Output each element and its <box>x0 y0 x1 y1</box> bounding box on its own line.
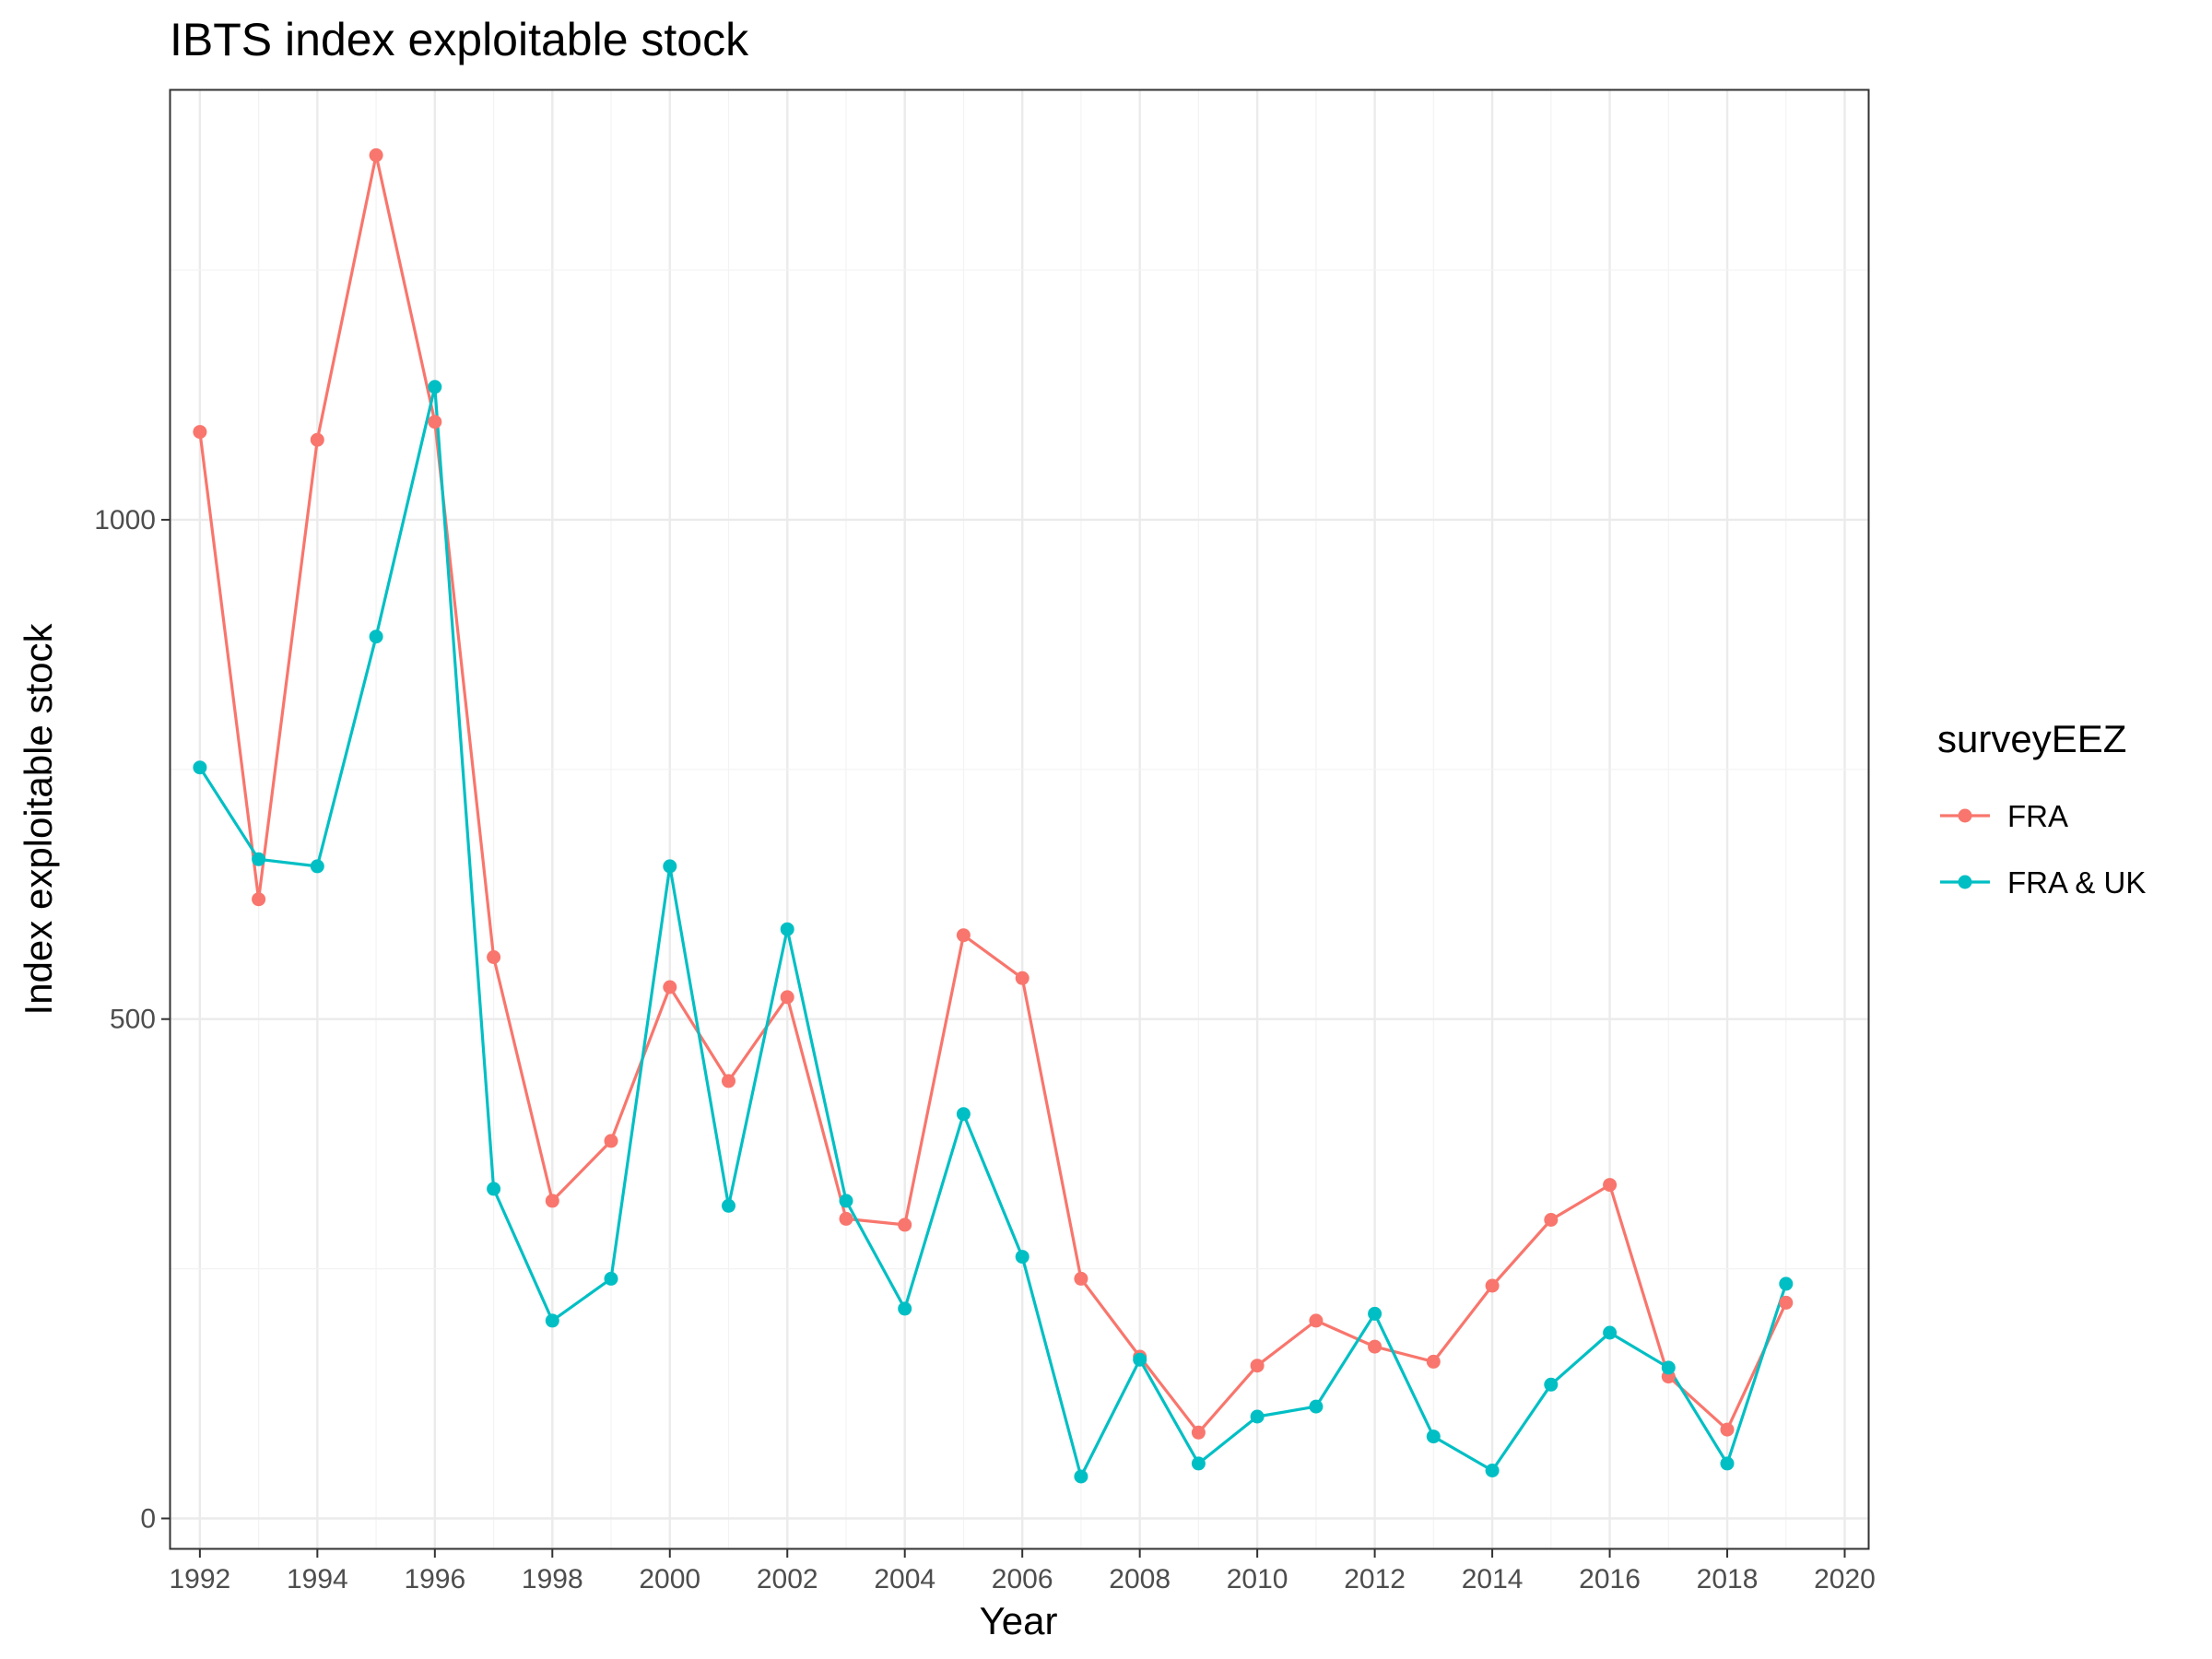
panel-border <box>169 88 1870 1550</box>
data-point-fra-uk <box>1133 1352 1147 1367</box>
data-point-fra-uk <box>722 1198 735 1213</box>
data-point-fra <box>604 1134 618 1148</box>
data-point-fra-uk <box>1720 1456 1735 1471</box>
x-tick-label: 1996 <box>404 1564 465 1594</box>
data-point-fra <box>663 980 677 994</box>
data-point-fra <box>487 950 501 964</box>
data-point-fra-uk <box>1779 1277 1794 1291</box>
x-tick-label: 1998 <box>522 1564 583 1594</box>
data-point-fra <box>839 1211 853 1226</box>
data-point-fra <box>369 147 383 162</box>
data-point-fra <box>310 432 324 447</box>
data-point-fra <box>193 425 207 440</box>
legend-item-fra: FRA <box>1937 788 2205 843</box>
series-line-fra <box>198 153 1788 1434</box>
y-tick-label: 1000 <box>94 505 156 535</box>
data-point-fra <box>1603 1178 1618 1193</box>
chart-title: IBTS index exploitable stock <box>170 14 749 65</box>
data-point-fra <box>1426 1354 1441 1369</box>
y-axis-title: Index exploitable stock <box>17 623 60 1016</box>
data-point-fra-uk <box>369 629 383 644</box>
data-point-fra <box>1368 1339 1382 1354</box>
axis-layer: 1992 1994 1996 1998 2000 2002 2004 2006 2008 2010… <box>94 505 1876 1594</box>
data-point-fra-uk <box>252 852 266 866</box>
data-point-fra-uk <box>839 1194 853 1208</box>
data-point-fra <box>956 928 971 943</box>
data-point-fra-uk <box>1661 1360 1676 1375</box>
y-tick-label: 0 <box>140 1503 156 1534</box>
x-tick-label: 2002 <box>757 1564 818 1594</box>
data-point-fra-uk <box>545 1313 559 1328</box>
x-tick-label: 2004 <box>874 1564 935 1594</box>
legend-title: surveyEEZ <box>1937 717 2127 760</box>
data-point-fra <box>252 892 266 907</box>
x-tick-label: 2014 <box>1462 1564 1524 1594</box>
legend-key-fra <box>1940 808 1990 823</box>
data-point-fra-uk <box>780 922 794 936</box>
legend-item-fra-uk: FRA & UK <box>1937 854 2205 910</box>
legend-label-fra-uk: FRA & UK <box>2007 865 2147 900</box>
series-line-fra-uk <box>198 385 1788 1478</box>
data-point-fra <box>428 415 442 429</box>
data-point-fra <box>1779 1295 1794 1310</box>
data-point-fra-uk <box>663 859 677 874</box>
data-point-fra-uk <box>193 760 207 775</box>
x-tick-label: 2020 <box>1814 1564 1876 1594</box>
x-tick-label: 2000 <box>639 1564 700 1594</box>
data-point-fra-uk <box>1426 1430 1441 1444</box>
x-tick-label: 1992 <box>169 1564 230 1594</box>
legend-label-fra: FRA <box>2007 799 2068 833</box>
data-point-fra-uk <box>428 380 442 394</box>
x-tick-label: 2008 <box>1109 1564 1171 1594</box>
data-point-fra-uk <box>1250 1409 1265 1424</box>
x-tick-label: 2018 <box>1697 1564 1759 1594</box>
data-point-fra-uk <box>956 1107 971 1122</box>
data-point-fra-uk <box>1015 1250 1030 1265</box>
data-point-fra-uk <box>1309 1399 1324 1414</box>
x-tick-label: 2016 <box>1579 1564 1641 1594</box>
data-point-fra <box>1191 1425 1206 1440</box>
data-point-fra-uk <box>1603 1325 1618 1340</box>
series-layer <box>193 147 1794 1484</box>
data-point-fra <box>1720 1422 1735 1437</box>
x-axis-title: Year <box>980 1599 1058 1642</box>
data-point-fra-uk <box>898 1301 912 1316</box>
y-tick-label: 500 <box>110 1005 156 1035</box>
data-point-fra-uk <box>1544 1377 1559 1392</box>
x-tick-label: 1994 <box>287 1564 348 1594</box>
data-point-fra <box>898 1218 912 1232</box>
data-point-fra <box>780 990 794 1005</box>
data-point-fra <box>1250 1359 1265 1373</box>
data-point-fra <box>1485 1278 1500 1293</box>
data-point-fra-uk <box>310 859 324 874</box>
data-point-fra <box>1074 1271 1088 1286</box>
data-point-fra-uk <box>604 1271 618 1286</box>
x-tick-label: 2012 <box>1344 1564 1406 1594</box>
data-point-fra <box>545 1194 559 1208</box>
data-point-fra-uk <box>1368 1306 1382 1321</box>
grid-lines <box>171 90 1868 1548</box>
data-point-fra <box>1015 971 1030 985</box>
data-point-fra-uk <box>487 1182 501 1196</box>
x-tick-label: 2006 <box>992 1564 1053 1594</box>
x-tick-label: 2010 <box>1227 1564 1288 1594</box>
data-point-fra <box>1544 1213 1559 1227</box>
data-point-fra <box>1309 1313 1324 1328</box>
legend-key-fra-uk <box>1940 875 1990 889</box>
data-point-fra-uk <box>1191 1456 1206 1471</box>
data-point-fra <box>722 1074 735 1088</box>
data-point-fra-uk <box>1485 1464 1500 1477</box>
data-point-fra-uk <box>1074 1469 1088 1484</box>
